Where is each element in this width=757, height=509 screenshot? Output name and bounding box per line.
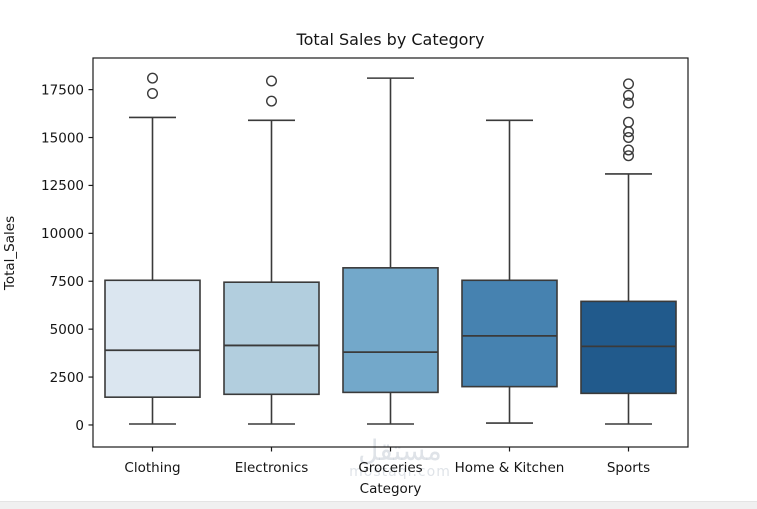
box-sports (580, 300, 677, 395)
outlier-point-sports (623, 97, 635, 109)
y-tick-label: 2500 (50, 370, 84, 386)
outlier-point-sports (623, 150, 635, 162)
axis-frame (92, 57, 689, 448)
box-electronics (223, 281, 320, 396)
y-tick-label: 7500 (50, 274, 84, 290)
outlier-point-sports (623, 116, 635, 128)
x-tick-label-groceries: Groceries (358, 460, 422, 476)
outlier-point-sports (623, 89, 635, 101)
y-tick-label: 15000 (41, 130, 84, 146)
y-tick-label: 0 (75, 418, 84, 434)
box-home-kitchen (461, 279, 558, 388)
outlier-point-clothing (146, 72, 158, 84)
x-tick-label-electronics: Electronics (235, 460, 309, 476)
outlier-point-sports (623, 78, 635, 90)
outlier-point-electronics (266, 95, 278, 107)
outlier-point-clothing (146, 87, 158, 99)
x-axis-label: Category (359, 481, 422, 497)
y-tick-label: 5000 (50, 322, 84, 338)
outlier-point-sports (623, 144, 635, 156)
outlier-point-sports (623, 126, 635, 138)
y-tick-label: 12500 (41, 178, 84, 194)
bottom-strip (0, 501, 757, 509)
outlier-point-sports (623, 132, 635, 144)
box-clothing (104, 279, 201, 398)
y-tick-label: 10000 (41, 226, 84, 242)
x-tick-label-sports: Sports (607, 460, 650, 476)
outlier-point-electronics (266, 75, 278, 87)
box-groceries (342, 267, 439, 394)
chart-title: Total Sales by Category (296, 30, 485, 49)
y-tick-label: 17500 (41, 82, 84, 98)
x-tick-label-clothing: Clothing (124, 460, 180, 476)
x-tick-label-home-kitchen: Home & Kitchen (455, 460, 565, 476)
